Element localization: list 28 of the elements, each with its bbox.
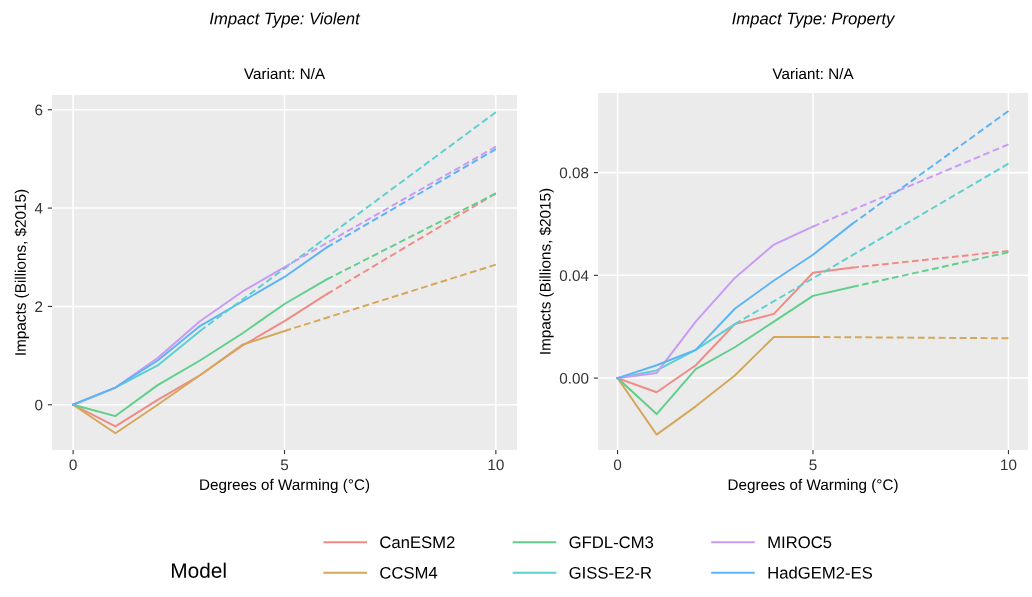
y-tick-label: 0.00: [559, 372, 589, 384]
y-axis-title: Impacts (Billions, $2015): [539, 188, 554, 354]
chart-title: Impact Type: Violent: [209, 12, 361, 28]
legend-label: MIROC5: [768, 536, 832, 549]
x-tick-label: 5: [280, 459, 289, 471]
legend-label: GISS-E2-R: [569, 566, 652, 579]
x-tick-label: 0: [69, 459, 77, 471]
chart-subtitle: Variant: N/A: [772, 67, 854, 80]
x-axis-title: Degrees of Warming (°C): [200, 478, 370, 494]
legend-label: HadGEM2-ES: [768, 566, 872, 579]
y-tick-label: 0.04: [559, 270, 589, 282]
legend-title: Model: [171, 562, 226, 578]
x-tick-label: 10: [1001, 459, 1017, 471]
x-tick-label: 10: [488, 459, 504, 471]
y-tick-label: 4: [34, 203, 43, 214]
x-tick-label: 0: [613, 459, 622, 471]
legend-label: CanESM2: [380, 536, 455, 549]
x-axis-title: Degrees of Warming (°C): [728, 478, 898, 494]
x-tick-label: 5: [809, 459, 817, 471]
chart-title: Impact Type: Property: [732, 12, 896, 28]
y-tick-label: 6: [35, 104, 43, 116]
legend-label: GFDL-CM3: [569, 536, 654, 549]
y-axis-title: Impacts (Billions, $2015): [14, 189, 29, 355]
chart-subtitle: Variant: N/A: [243, 67, 326, 80]
legend-label: CCSM4: [380, 566, 438, 579]
y-tick-label: 0: [35, 399, 43, 411]
y-tick-label: 0.08: [559, 167, 589, 179]
y-tick-label: 2: [35, 301, 43, 312]
